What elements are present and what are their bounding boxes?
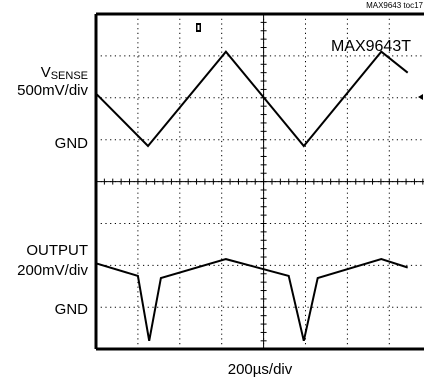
channel-2-labels: OUTPUT 200mV/div GND [17, 242, 88, 318]
trace-channel-2 [95, 258, 409, 342]
plot-area: MAX9643T [94, 12, 424, 351]
level-marker-icon [418, 94, 423, 100]
channel-1-name: VSENSE [41, 64, 88, 82]
part-label: MAX9643T [331, 38, 411, 55]
trigger-marker [196, 23, 201, 32]
graticule [96, 14, 424, 350]
traces [95, 50, 409, 342]
channel-2-scale: 200mV/div [17, 262, 88, 279]
trace-channel-1 [95, 50, 409, 148]
channel-1-ground: GND [55, 135, 89, 152]
channel-2-name: OUTPUT [26, 242, 88, 259]
channel-1-labels: VSENSE 500mV/div GND [17, 64, 88, 152]
channel-2-ground: GND [55, 301, 89, 318]
figure-id: MAX9643 toc17 [366, 1, 423, 10]
channel-1-scale: 500mV/div [17, 82, 88, 99]
x-scale-label: 200µs/div [228, 361, 293, 378]
